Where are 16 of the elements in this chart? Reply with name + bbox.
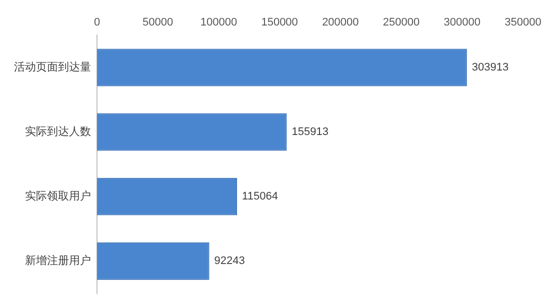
x-tick-label: 250000 xyxy=(382,16,420,29)
data-label: 303913 xyxy=(472,62,509,74)
data-label: 155913 xyxy=(292,126,328,138)
y-tick-label: 活动页面到达量 xyxy=(14,60,91,74)
y-tick-label: 实际领取用户 xyxy=(25,189,91,202)
x-tick-label: 200000 xyxy=(322,16,359,29)
x-tick-label: 0 xyxy=(94,16,100,29)
x-tick-label: 300000 xyxy=(444,16,480,29)
data-label: 92243 xyxy=(214,255,245,268)
y-tick-label: 实际到达人数 xyxy=(25,124,91,138)
x-tick-label: 350000 xyxy=(504,16,542,29)
data-label: 115064 xyxy=(242,190,278,203)
y-tick-label: 新增注册用户 xyxy=(25,254,91,267)
x-tick-label: 150000 xyxy=(261,16,298,29)
x-tick-label: 100000 xyxy=(200,16,238,29)
x-tick-label: 50000 xyxy=(142,16,174,29)
